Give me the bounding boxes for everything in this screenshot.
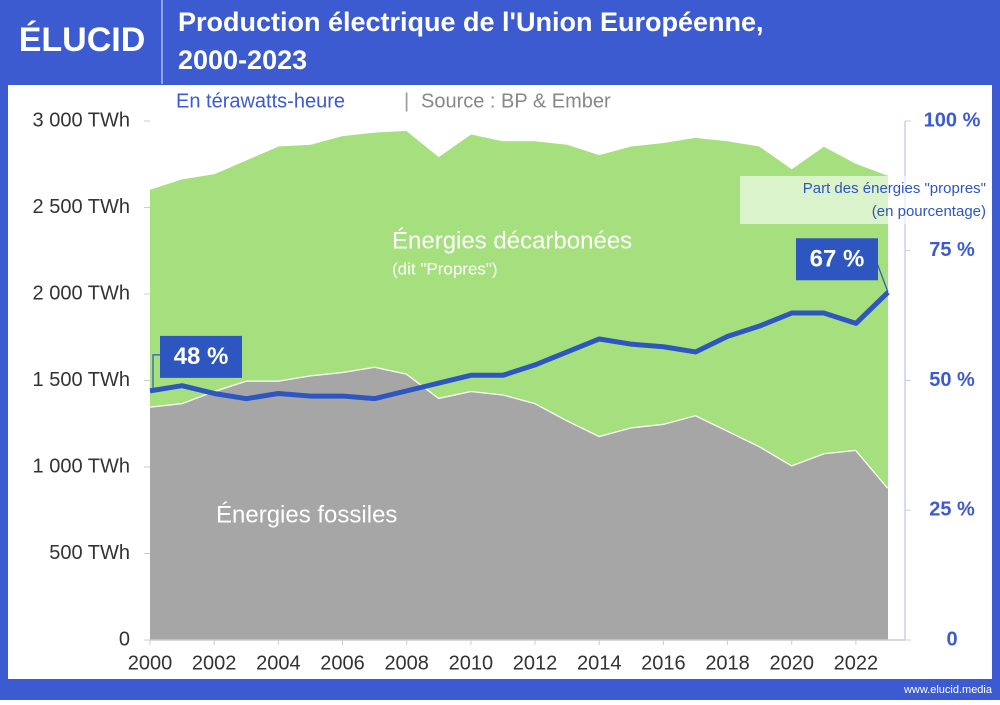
y2-tick-label: 75 % xyxy=(929,239,975,261)
chart-title: 2000-2023 xyxy=(178,45,307,75)
y-tick-label: 1 000 TWh xyxy=(33,455,130,477)
x-tick-label: 2010 xyxy=(449,652,494,674)
y2-tick-label: 0 xyxy=(946,628,957,650)
callout-box xyxy=(160,335,242,378)
footer: www.elucid.media xyxy=(903,684,993,696)
area xyxy=(150,366,888,640)
y-tick-label: 1 500 TWh xyxy=(33,369,130,391)
series-note: (dit "Propres") xyxy=(392,259,498,278)
callout-box xyxy=(796,238,878,281)
source: Source : BP & Ember xyxy=(421,90,611,112)
x-tick-label: 2020 xyxy=(769,652,814,674)
x-tick-label: 2004 xyxy=(256,652,301,674)
x-tick-label: 2014 xyxy=(577,652,622,674)
series-label: Énergies fossiles xyxy=(216,501,397,528)
y2-tick-label: 100 % xyxy=(924,109,981,131)
x-tick-label: 2006 xyxy=(320,652,365,674)
x-tick-label: 2012 xyxy=(513,652,558,674)
y2-tick-label: 25 % xyxy=(929,499,975,521)
chart-title: Production électrique de l'Union Europée… xyxy=(178,7,763,37)
x-tick-label: 2018 xyxy=(705,652,750,674)
x-tick-label: 2008 xyxy=(384,652,429,674)
y-tick-label: 500 TWh xyxy=(49,542,130,564)
y-tick-label: 2 500 TWh xyxy=(33,196,130,218)
line-label: Part des énergies "propres" xyxy=(803,180,986,197)
callout-leader xyxy=(152,354,160,391)
subtitle-separator: | xyxy=(404,90,409,112)
y-tick-label: 2 000 TWh xyxy=(33,282,130,304)
callout-label: 48 % xyxy=(174,343,229,370)
area-edge xyxy=(149,128,889,190)
line-label-bg xyxy=(740,176,988,224)
line-note: (en pourcentage) xyxy=(872,203,986,220)
x-tick-label: 2016 xyxy=(641,652,686,674)
x-tick-label: 2002 xyxy=(192,652,237,674)
logo: ÉLUCID xyxy=(19,21,146,59)
callout-label: 67 % xyxy=(810,246,865,273)
y-tick-label: 3 000 TWh xyxy=(33,109,130,131)
series-label: Énergies décarbonées xyxy=(392,227,632,254)
x-tick-label: 2000 xyxy=(128,652,173,674)
x-tick-label: 2022 xyxy=(834,652,879,674)
y2-tick-label: 50 % xyxy=(929,369,975,391)
area xyxy=(150,129,888,488)
subtitle: En térawatts-heure xyxy=(176,90,345,112)
line xyxy=(149,290,890,402)
y-tick-label: 0 xyxy=(119,628,130,650)
